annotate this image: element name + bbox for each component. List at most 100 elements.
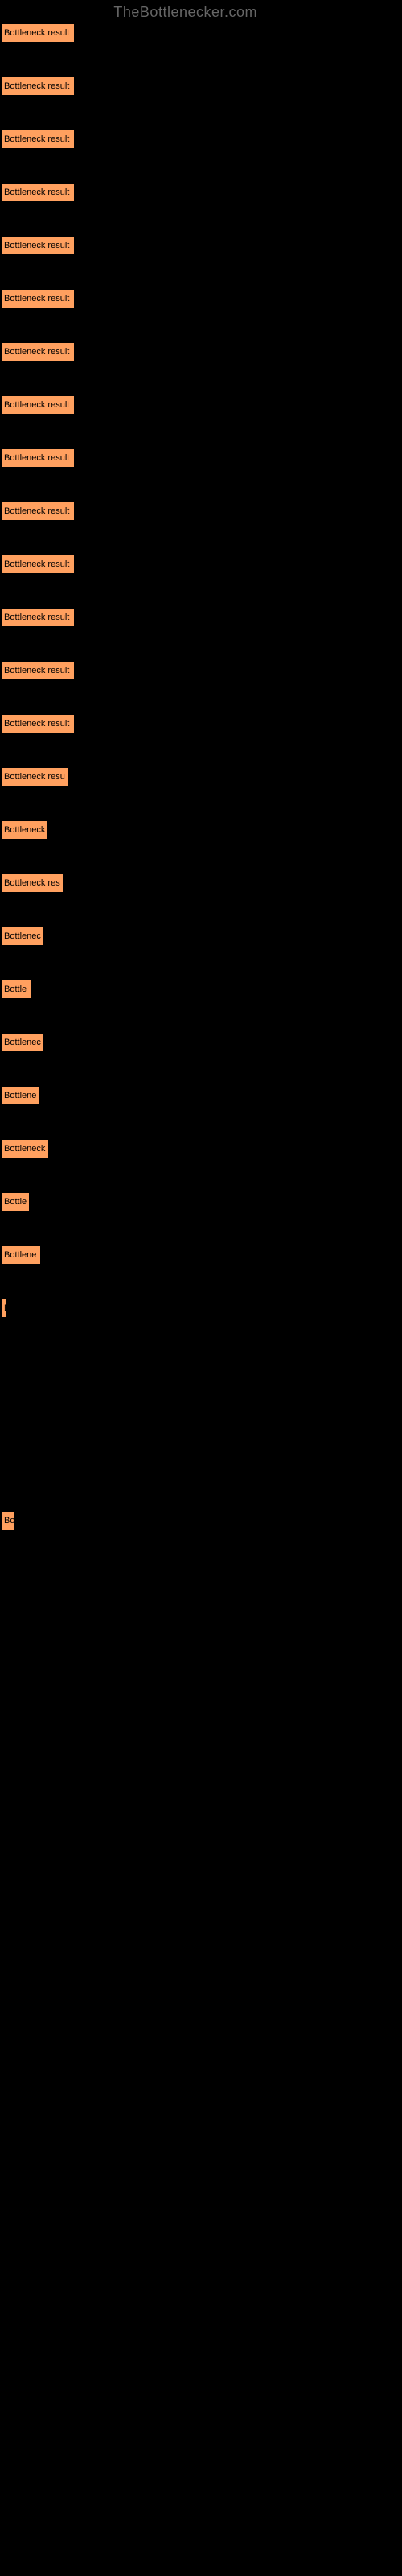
bar-row bbox=[2, 1618, 402, 1636]
bar: Bottleneck result bbox=[2, 609, 74, 626]
bar-row: B bbox=[2, 1299, 402, 1317]
bar: Bottleneck result bbox=[2, 130, 74, 148]
bar: Bottleneck result bbox=[2, 715, 74, 733]
bar: Bottle bbox=[2, 980, 31, 998]
bar-row: Bottleneck result bbox=[2, 24, 402, 42]
bar: Bottleneck bbox=[2, 821, 47, 839]
bar-row bbox=[2, 2043, 402, 2061]
bar-row: Bottleneck result bbox=[2, 662, 402, 679]
bar-label: Bottleneck result bbox=[4, 400, 69, 410]
bar-row bbox=[2, 2362, 402, 2380]
bar-row bbox=[2, 2149, 402, 2167]
bar-row: Bottleneck result bbox=[2, 715, 402, 733]
bar-row: Bottleneck result bbox=[2, 77, 402, 95]
bar-label: Bottlene bbox=[4, 1250, 36, 1260]
bar-row: Bottlenec bbox=[2, 1034, 402, 1051]
bar-label: Bottleneck result bbox=[4, 613, 69, 622]
bar-label: Bottlenec bbox=[4, 931, 41, 941]
bar: Bottleneck result bbox=[2, 290, 74, 308]
bar-row bbox=[2, 1459, 402, 1476]
bar-row bbox=[2, 1777, 402, 1795]
bar-label: Bo bbox=[4, 1516, 14, 1525]
bar-row: Bottleneck resu bbox=[2, 768, 402, 786]
bar-row: Bottleneck result bbox=[2, 449, 402, 467]
bar-row: Bottle bbox=[2, 1193, 402, 1211]
bar-row: Bottleneck res bbox=[2, 874, 402, 892]
watermark-text: TheBottlenecker.com bbox=[113, 4, 257, 21]
bar: Bottleneck result bbox=[2, 77, 74, 95]
bar: Bottleneck result bbox=[2, 184, 74, 201]
bar-row: Bottleneck result bbox=[2, 237, 402, 254]
bar: Bottle bbox=[2, 1193, 29, 1211]
bar-row bbox=[2, 1884, 402, 1901]
bar-row: Bottlene bbox=[2, 1246, 402, 1264]
bar-row bbox=[2, 1352, 402, 1370]
bar-label: Bottleneck result bbox=[4, 134, 69, 144]
bar-row: Bottleneck bbox=[2, 821, 402, 839]
bar-label: Bottleneck result bbox=[4, 188, 69, 197]
bar-label: Bottleneck res bbox=[4, 878, 60, 888]
bar-row: Bottleneck result bbox=[2, 555, 402, 573]
bar: Bottleneck result bbox=[2, 237, 74, 254]
bar: Bottleneck result bbox=[2, 502, 74, 520]
bar-label: Bottleneck result bbox=[4, 347, 69, 357]
bar-row: Bottleneck result bbox=[2, 609, 402, 626]
bar: Bo bbox=[2, 1512, 14, 1530]
bar-row bbox=[2, 2202, 402, 2220]
bar-row bbox=[2, 1831, 402, 1848]
bar: Bottleneck bbox=[2, 1140, 48, 1158]
bar-label: Bottle bbox=[4, 1197, 27, 1207]
bar: Bottleneck result bbox=[2, 24, 74, 42]
bar-row: Bottleneck result bbox=[2, 184, 402, 201]
bar-label: Bottleneck result bbox=[4, 241, 69, 250]
bar-label: Bottlenec bbox=[4, 1038, 41, 1047]
bar-label: Bottleneck result bbox=[4, 28, 69, 38]
bar-label: Bottlene bbox=[4, 1091, 36, 1100]
bar: Bottleneck result bbox=[2, 343, 74, 361]
bar-label: Bottleneck result bbox=[4, 294, 69, 303]
bar-label: Bottleneck result bbox=[4, 506, 69, 516]
bar: Bottlene bbox=[2, 1087, 39, 1104]
bar-row bbox=[2, 1671, 402, 1689]
bar-row: Bottlene bbox=[2, 1087, 402, 1104]
bar: Bottlene bbox=[2, 1246, 40, 1264]
bar-chart: Bottleneck result Bottleneck result Bottle… bbox=[0, 0, 402, 2539]
bar-row bbox=[2, 2096, 402, 2114]
bar-label: Bottleneck resu bbox=[4, 772, 65, 782]
bar-label: Bottleneck result bbox=[4, 719, 69, 729]
bar: Bottlenec bbox=[2, 927, 43, 945]
bar-row: Bottleneck bbox=[2, 1140, 402, 1158]
bar-row: Bottlenec bbox=[2, 927, 402, 945]
bar-row bbox=[2, 1990, 402, 2008]
bar-row bbox=[2, 2468, 402, 2486]
bar: Bottleneck result bbox=[2, 555, 74, 573]
bar-row bbox=[2, 1406, 402, 1423]
bar: Bottleneck resu bbox=[2, 768, 68, 786]
bar-label: B bbox=[4, 1303, 6, 1313]
bar-row bbox=[2, 2521, 402, 2539]
bar-row: Bottleneck result bbox=[2, 290, 402, 308]
bar: Bottleneck result bbox=[2, 662, 74, 679]
bar-label: Bottleneck result bbox=[4, 81, 69, 91]
bar-row bbox=[2, 1565, 402, 1583]
bar-row bbox=[2, 2415, 402, 2433]
bar: Bottlenec bbox=[2, 1034, 43, 1051]
bar-label: Bottleneck result bbox=[4, 453, 69, 463]
bar-row bbox=[2, 2309, 402, 2326]
bar: Bottleneck result bbox=[2, 449, 74, 467]
bar-row: Bo bbox=[2, 1512, 402, 1530]
bar-row: Bottle bbox=[2, 980, 402, 998]
bar-row: Bottleneck result bbox=[2, 130, 402, 148]
bar-row bbox=[2, 1724, 402, 1742]
bar: Bottleneck res bbox=[2, 874, 63, 892]
bar: B bbox=[2, 1299, 6, 1317]
bar-label: Bottleneck bbox=[4, 825, 45, 835]
bar-row: Bottleneck result bbox=[2, 396, 402, 414]
bar-label: Bottleneck result bbox=[4, 666, 69, 675]
bar-label: Bottleneck result bbox=[4, 559, 69, 569]
bar: Bottleneck result bbox=[2, 396, 74, 414]
bar-row: Bottleneck result bbox=[2, 502, 402, 520]
bar-label: Bottleneck bbox=[4, 1144, 45, 1154]
bar-row: Bottleneck result bbox=[2, 343, 402, 361]
bar-row bbox=[2, 1937, 402, 1955]
